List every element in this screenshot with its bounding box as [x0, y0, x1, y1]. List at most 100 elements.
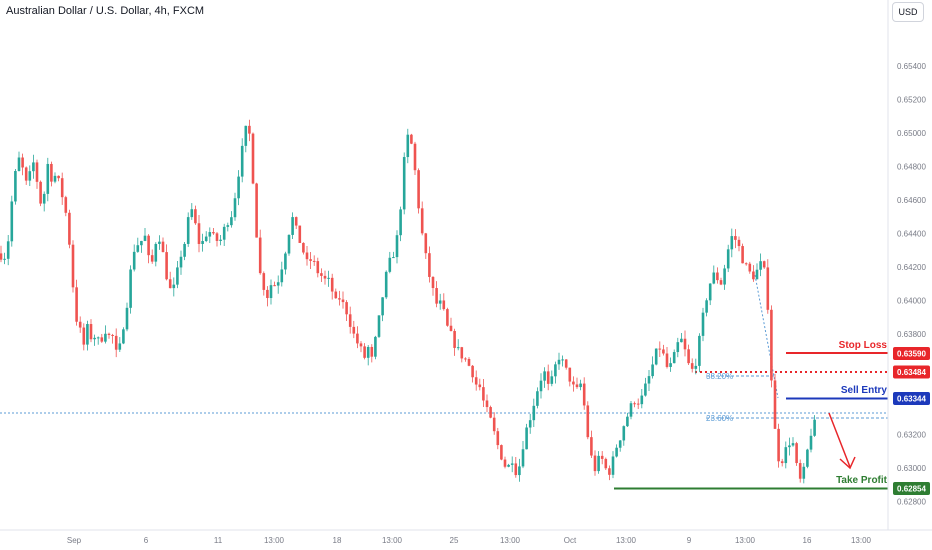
candle-body [651, 364, 654, 377]
time-axis[interactable]: Sep 6 11 13:00 18 13:00 25 13:00 Oct 13:00 9 13:00 1… [0, 529, 932, 545]
candle-body [748, 263, 752, 272]
candle-body [6, 241, 10, 259]
candle-body [237, 176, 240, 199]
candle-body [640, 395, 644, 405]
candle-body [406, 134, 410, 158]
candle-body [32, 162, 35, 172]
candle-body [694, 365, 698, 369]
candle-body [554, 364, 557, 377]
candle-body [654, 348, 658, 365]
candle-body [154, 243, 158, 262]
candle-body [586, 405, 590, 438]
candle-body [14, 170, 17, 202]
candle-body [377, 315, 381, 337]
candle-body [53, 175, 57, 182]
candle-body [96, 337, 100, 339]
candle-body [442, 300, 446, 310]
candle-body [341, 299, 345, 303]
time-tick-label: 13:00 [616, 536, 637, 545]
candle-body [788, 445, 791, 448]
candle-body [118, 343, 122, 350]
candle-body [287, 234, 291, 254]
price-tag-sell-entry: 0.63344 [897, 395, 926, 404]
candle-body [467, 358, 471, 366]
candle-body [510, 463, 514, 465]
candle-body [557, 359, 561, 365]
candle-body [269, 285, 273, 299]
candle-body [503, 459, 507, 467]
candle-body [795, 443, 798, 464]
candle-body [449, 325, 453, 331]
candle-body [507, 464, 510, 467]
candle-body [75, 287, 78, 322]
candle-body [100, 337, 104, 342]
candle-body [122, 329, 125, 344]
candle-body [575, 384, 579, 388]
candle-body [665, 353, 669, 367]
price-tag-take-profit-bg [893, 482, 930, 495]
price-levels [0, 274, 888, 490]
candle-body [492, 417, 496, 432]
candle-body [78, 321, 82, 328]
candle-body [327, 277, 330, 279]
candle-body [536, 391, 539, 406]
candle-body [568, 367, 572, 382]
candle-body [204, 236, 208, 242]
candle-body [744, 263, 748, 265]
candle-body [384, 271, 388, 298]
price-tick-label: 0.64800 [897, 162, 926, 171]
candle-body [24, 167, 28, 181]
candle-body [176, 267, 179, 285]
candle-body [276, 282, 280, 286]
fib-label-23: 23.60% [706, 414, 733, 423]
candle-body [431, 276, 435, 289]
candle-body [730, 236, 734, 250]
candle-body [550, 376, 554, 384]
currency-button[interactable]: USD [892, 2, 924, 22]
candle-body [708, 283, 712, 301]
candle-body [338, 298, 341, 300]
candle-body [456, 347, 460, 349]
candle-body [226, 225, 230, 227]
time-tick-label: 13:00 [500, 536, 521, 545]
candle-body [402, 157, 406, 210]
price-tick-label: 0.62800 [897, 497, 926, 506]
candle-body [438, 300, 442, 304]
price-axis[interactable]: 0.65400 0.65200 0.65000 0.64800 0.64600 0.644… [887, 0, 926, 530]
price-tick-label: 0.65400 [897, 62, 926, 71]
time-tick-label: Sep [67, 536, 82, 545]
candle-body [64, 197, 68, 213]
candle-body [222, 226, 226, 240]
candle-body [561, 359, 564, 361]
candle-body [482, 387, 485, 401]
price-tag-take-profit: 0.62854 [897, 485, 926, 494]
candle-body [485, 400, 489, 408]
candle-body [734, 236, 737, 240]
candle-body [125, 307, 129, 330]
candle-body [791, 443, 795, 446]
price-tag-level-bg [893, 365, 930, 379]
price-tick-label: 0.64000 [897, 296, 926, 305]
candle-body [212, 232, 215, 234]
candle-body [752, 271, 755, 280]
candle-body [233, 198, 237, 218]
time-tick-label: 13:00 [735, 536, 756, 545]
candle-body [806, 449, 809, 467]
candle-body [172, 284, 176, 289]
candle-body [348, 314, 352, 327]
sell-entry-label: Sell Entry [841, 385, 888, 396]
candle-body [759, 261, 762, 270]
candle-body [680, 338, 683, 343]
candle-body [356, 333, 359, 344]
candle-body [424, 233, 428, 254]
price-tick-label: 0.64200 [897, 263, 926, 272]
candle-body [532, 405, 536, 421]
candle-body [60, 178, 64, 198]
candle-body [716, 272, 719, 281]
candle-body [388, 257, 392, 272]
time-tick-label: Oct [564, 536, 577, 545]
candle-body [302, 242, 305, 253]
candle-body [489, 407, 492, 418]
candle-body [17, 157, 21, 171]
